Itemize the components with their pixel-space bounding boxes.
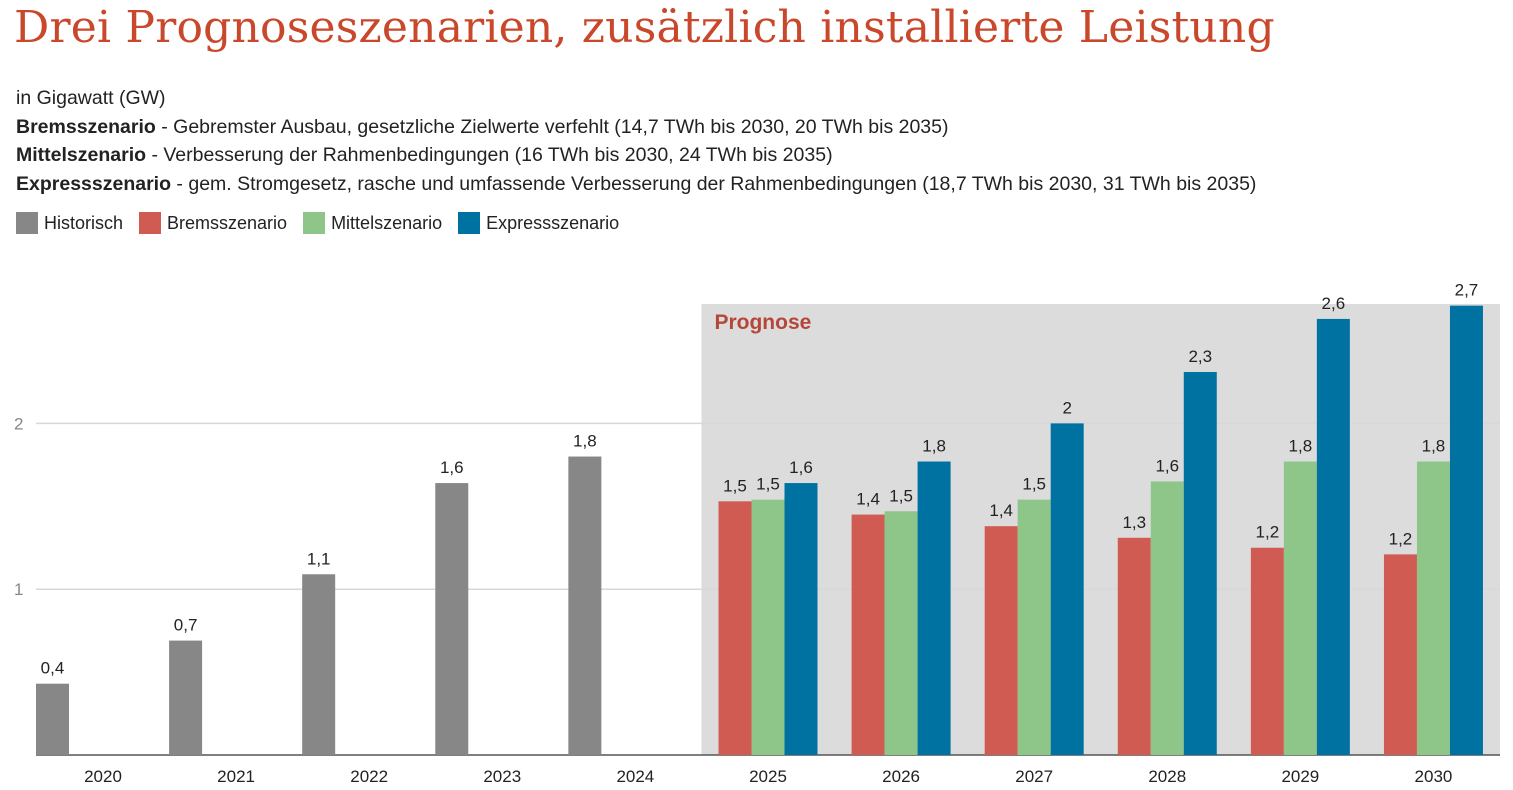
legend-swatch xyxy=(458,212,481,234)
bar-expressszenario-2026 xyxy=(917,461,951,755)
data-label-bremsszenario-2025: 1,5 xyxy=(723,476,747,495)
chart-title: Drei Prognoseszenarien, zusätzlich insta… xyxy=(14,2,1275,53)
legend-label: Historisch xyxy=(44,212,124,233)
y-tick-label-2: 2 xyxy=(14,414,23,433)
bar-mittelszenario-2028 xyxy=(1150,481,1184,755)
data-label-mittelszenario-2025: 1,5 xyxy=(756,475,780,494)
bar-bremsszenario-2026 xyxy=(851,514,885,755)
x-tick-label-2023: 2023 xyxy=(483,767,521,786)
bar-historisch-2022 xyxy=(302,574,336,755)
bar-bremsszenario-2025 xyxy=(718,501,752,755)
legend-swatch xyxy=(303,212,326,234)
data-label-mittelszenario-2027: 1,5 xyxy=(1022,475,1046,494)
legend-item-expressszenario[interactable]: Expressszenario xyxy=(458,212,619,234)
chart-legend: Historisch Bremsszenario Mittelszenario … xyxy=(16,212,635,234)
x-tick-label-2029: 2029 xyxy=(1281,767,1319,786)
scenario-text: - gem. Stromgesetz, rasche und umfassend… xyxy=(171,172,1257,195)
data-label-historisch-2024: 1,8 xyxy=(573,432,597,451)
x-tick-label-2022: 2022 xyxy=(350,767,388,786)
bar-mittelszenario-2026 xyxy=(884,511,918,755)
y-tick-label-1: 1 xyxy=(14,580,23,599)
scenario-name: Expressszenario xyxy=(16,172,172,195)
x-tick-label-2025: 2025 xyxy=(749,767,787,786)
legend-label: Bremsszenario xyxy=(167,212,288,233)
chart-subtitles: in Gigawatt (GW) Bremsszenario - Gebrems… xyxy=(16,84,1256,198)
legend-swatch xyxy=(139,212,162,234)
data-label-bremsszenario-2028: 1,3 xyxy=(1122,513,1146,532)
legend-item-bremsszenario[interactable]: Bremsszenario xyxy=(139,212,287,234)
x-tick-label-2027: 2027 xyxy=(1015,767,1053,786)
x-tick-label-2030: 2030 xyxy=(1415,767,1453,786)
bar-bremsszenario-2027 xyxy=(984,526,1018,755)
scenario-desc-brems: Bremsszenario - Gebremster Ausbau, geset… xyxy=(16,113,1256,142)
data-label-mittelszenario-2029: 1,8 xyxy=(1289,437,1313,456)
data-label-mittelszenario-2030: 1,8 xyxy=(1422,437,1446,456)
bar-expressszenario-2025 xyxy=(784,483,818,755)
bar-historisch-2023 xyxy=(435,483,469,755)
legend-item-mittelszenario[interactable]: Mittelszenario xyxy=(303,212,442,234)
scenario-name: Bremsszenario xyxy=(16,115,156,138)
data-label-expressszenario-2029: 2,6 xyxy=(1322,294,1346,313)
bar-historisch-2024 xyxy=(568,456,602,755)
x-tick-label-2028: 2028 xyxy=(1148,767,1186,786)
data-label-mittelszenario-2028: 1,6 xyxy=(1155,456,1179,475)
data-label-expressszenario-2025: 1,6 xyxy=(789,458,813,477)
data-label-expressszenario-2026: 1,8 xyxy=(922,437,946,456)
bar-bremsszenario-2030 xyxy=(1383,554,1417,755)
bar-expressszenario-2027 xyxy=(1050,423,1084,755)
data-label-expressszenario-2030: 2,7 xyxy=(1455,281,1479,300)
data-label-bremsszenario-2027: 1,4 xyxy=(989,501,1013,520)
bar-mittelszenario-2025 xyxy=(751,499,785,755)
data-label-bremsszenario-2030: 1,2 xyxy=(1389,529,1413,548)
bar-historisch-2021 xyxy=(169,640,203,755)
x-tick-label-2026: 2026 xyxy=(882,767,920,786)
bar-mittelszenario-2027 xyxy=(1017,499,1051,755)
forecast-region xyxy=(701,304,1500,755)
bar-expressszenario-2029 xyxy=(1316,318,1350,755)
data-label-historisch-2023: 1,6 xyxy=(440,458,464,477)
data-label-bremsszenario-2026: 1,4 xyxy=(856,490,880,509)
data-label-historisch-2021: 0,7 xyxy=(174,616,198,635)
forecast-region-label: Prognose xyxy=(714,311,811,334)
bar-bremsszenario-2028 xyxy=(1117,537,1151,755)
scenario-desc-express: Expressszenario - gem. Stromgesetz, rasc… xyxy=(16,170,1256,199)
x-tick-label-2021: 2021 xyxy=(217,767,255,786)
x-tick-label-2024: 2024 xyxy=(616,767,654,786)
x-tick-label-2020: 2020 xyxy=(84,767,122,786)
bar-expressszenario-2028 xyxy=(1183,371,1217,755)
legend-label: Mittelszenario xyxy=(331,212,443,233)
data-label-mittelszenario-2026: 1,5 xyxy=(889,486,913,505)
data-label-bremsszenario-2029: 1,2 xyxy=(1256,523,1280,542)
bar-mittelszenario-2030 xyxy=(1416,461,1450,755)
data-label-expressszenario-2028: 2,3 xyxy=(1188,347,1212,366)
scenario-text: - Verbesserung der Rahmenbedingungen (16… xyxy=(146,144,833,166)
bar-mittelszenario-2029 xyxy=(1283,461,1317,755)
scenario-text: - Gebremster Ausbau, gesetzliche Zielwer… xyxy=(155,115,949,138)
unit-line: in Gigawatt (GW) xyxy=(16,87,166,109)
data-label-historisch-2022: 1,1 xyxy=(307,549,331,568)
data-label-historisch-2020: 0,4 xyxy=(41,659,65,678)
bar-bremsszenario-2029 xyxy=(1250,547,1284,755)
bar-historisch-2020 xyxy=(36,683,69,755)
scenario-name: Mittelszenario xyxy=(16,144,147,166)
legend-item-historisch[interactable]: Historisch xyxy=(16,212,123,234)
legend-swatch xyxy=(16,212,38,234)
bar-expressszenario-2030 xyxy=(1449,305,1483,755)
legend-label: Expressszenario xyxy=(486,212,620,233)
data-label-expressszenario-2027: 2 xyxy=(1062,398,1071,417)
scenario-desc-mittel: Mittelszenario - Verbesserung der Rahmen… xyxy=(16,141,1256,170)
